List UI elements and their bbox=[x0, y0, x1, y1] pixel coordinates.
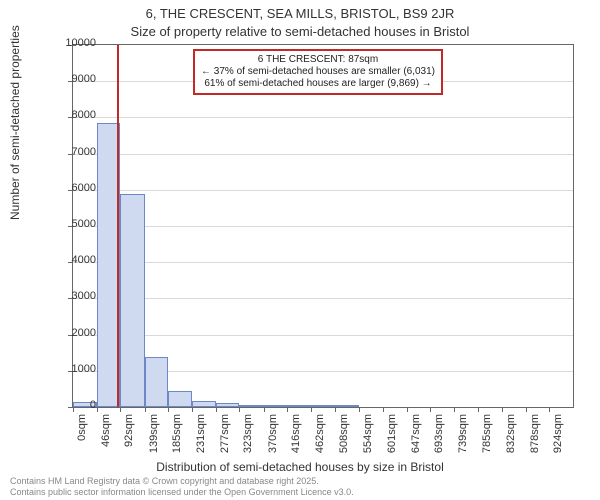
ytick-label: 2000 bbox=[60, 327, 96, 339]
histogram-bar bbox=[216, 403, 240, 407]
xtick-label: 924sqm bbox=[552, 414, 564, 466]
xtick-mark bbox=[145, 407, 146, 412]
histogram-bar bbox=[120, 194, 144, 407]
xtick-label: 878sqm bbox=[529, 414, 541, 466]
xtick-mark bbox=[216, 407, 217, 412]
marker-annotation: 6 THE CRESCENT: 87sqm ← 37% of semi-deta… bbox=[193, 49, 443, 95]
xtick-mark bbox=[526, 407, 527, 412]
xtick-mark bbox=[407, 407, 408, 412]
y-axis-label: Number of semi-detached properties bbox=[8, 25, 22, 220]
xtick-mark bbox=[264, 407, 265, 412]
xtick-mark bbox=[311, 407, 312, 412]
gridline bbox=[73, 335, 573, 336]
xtick-mark bbox=[97, 407, 98, 412]
xtick-mark bbox=[120, 407, 121, 412]
xtick-label: 46sqm bbox=[100, 414, 112, 466]
xtick-label: 92sqm bbox=[123, 414, 135, 466]
plot-area: 6 THE CRESCENT: 87sqm ← 37% of semi-deta… bbox=[72, 44, 574, 408]
xtick-mark bbox=[502, 407, 503, 412]
xtick-mark bbox=[478, 407, 479, 412]
footer-line2: Contains public sector information licen… bbox=[10, 487, 354, 498]
xtick-mark bbox=[549, 407, 550, 412]
ytick-label: 6000 bbox=[60, 182, 96, 194]
histogram-bar bbox=[311, 405, 335, 407]
annotation-line3: 61% of semi-detached houses are larger (… bbox=[201, 78, 435, 90]
xtick-label: 647sqm bbox=[410, 414, 422, 466]
xtick-label: 601sqm bbox=[386, 414, 398, 466]
xtick-label: 139sqm bbox=[148, 414, 160, 466]
xtick-mark bbox=[192, 407, 193, 412]
gridline bbox=[73, 190, 573, 191]
xtick-mark bbox=[359, 407, 360, 412]
histogram-bar bbox=[335, 405, 359, 407]
histogram-bar bbox=[239, 405, 263, 407]
ytick-label: 4000 bbox=[60, 254, 96, 266]
histogram-bar bbox=[264, 405, 288, 407]
ytick-label: 1000 bbox=[60, 363, 96, 375]
ytick-label: 7000 bbox=[60, 146, 96, 158]
xtick-label: 785sqm bbox=[481, 414, 493, 466]
xtick-label: 739sqm bbox=[457, 414, 469, 466]
histogram-bar bbox=[192, 401, 216, 407]
chart-title-line1: 6, THE CRESCENT, SEA MILLS, BRISTOL, BS9… bbox=[0, 6, 600, 21]
xtick-mark bbox=[239, 407, 240, 412]
ytick-label: 0 bbox=[60, 399, 96, 411]
annotation-line2: ← 37% of semi-detached houses are smalle… bbox=[201, 66, 435, 78]
xtick-mark bbox=[430, 407, 431, 412]
xtick-label: 462sqm bbox=[314, 414, 326, 466]
xtick-label: 0sqm bbox=[76, 414, 88, 466]
xtick-label: 554sqm bbox=[362, 414, 374, 466]
ytick-label: 8000 bbox=[60, 109, 96, 121]
footer-line1: Contains HM Land Registry data © Crown c… bbox=[10, 476, 354, 487]
xtick-label: 416sqm bbox=[290, 414, 302, 466]
histogram-bar bbox=[168, 391, 192, 407]
annotation-line1: 6 THE CRESCENT: 87sqm bbox=[201, 54, 435, 66]
gridline bbox=[73, 154, 573, 155]
ytick-label: 3000 bbox=[60, 290, 96, 302]
histogram-bar bbox=[287, 405, 311, 407]
ytick-label: 9000 bbox=[60, 73, 96, 85]
chart-container: 6, THE CRESCENT, SEA MILLS, BRISTOL, BS9… bbox=[0, 0, 600, 500]
gridline bbox=[73, 226, 573, 227]
xtick-label: 693sqm bbox=[433, 414, 445, 466]
xtick-mark bbox=[335, 407, 336, 412]
xtick-mark bbox=[454, 407, 455, 412]
gridline bbox=[73, 262, 573, 263]
xtick-label: 231sqm bbox=[195, 414, 207, 466]
footer-text: Contains HM Land Registry data © Crown c… bbox=[10, 476, 354, 498]
ytick-label: 10000 bbox=[60, 37, 96, 49]
xtick-label: 508sqm bbox=[338, 414, 350, 466]
xtick-label: 323sqm bbox=[242, 414, 254, 466]
xtick-mark bbox=[168, 407, 169, 412]
xtick-label: 277sqm bbox=[219, 414, 231, 466]
xtick-mark bbox=[383, 407, 384, 412]
gridline bbox=[73, 298, 573, 299]
xtick-mark bbox=[287, 407, 288, 412]
xtick-label: 832sqm bbox=[505, 414, 517, 466]
marker-line bbox=[117, 45, 119, 407]
ytick-label: 5000 bbox=[60, 218, 96, 230]
gridline bbox=[73, 117, 573, 118]
xtick-label: 185sqm bbox=[171, 414, 183, 466]
histogram-bar bbox=[145, 357, 169, 407]
xtick-label: 370sqm bbox=[267, 414, 279, 466]
